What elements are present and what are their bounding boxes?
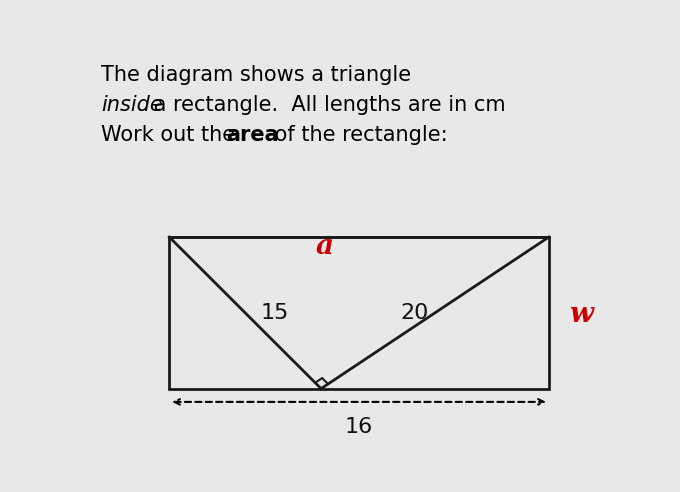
Text: 15: 15 xyxy=(261,303,290,323)
Text: inside: inside xyxy=(101,95,163,115)
Text: Work out the: Work out the xyxy=(101,125,241,145)
Text: The diagram shows a triangle: The diagram shows a triangle xyxy=(101,65,411,85)
Text: a: a xyxy=(316,233,334,260)
Text: 16: 16 xyxy=(345,417,373,437)
Text: a rectangle.  All lengths are in cm: a rectangle. All lengths are in cm xyxy=(147,95,506,115)
Text: w: w xyxy=(568,301,593,328)
Text: area: area xyxy=(226,125,279,145)
Text: 20: 20 xyxy=(401,303,429,323)
Bar xyxy=(169,237,549,389)
Text: of the rectangle:: of the rectangle: xyxy=(269,125,448,145)
